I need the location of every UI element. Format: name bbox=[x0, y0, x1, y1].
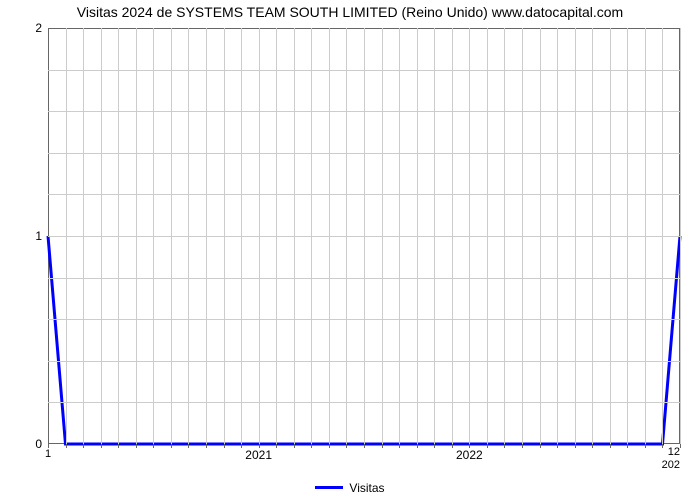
gridline-v-minor bbox=[557, 28, 558, 444]
x-minor-tick bbox=[627, 444, 628, 448]
x-minor-tick bbox=[188, 444, 189, 448]
gridline-v-minor bbox=[592, 28, 593, 444]
gridline-v-minor bbox=[662, 28, 663, 444]
gridline-v-minor bbox=[487, 28, 488, 444]
legend-item-visitas: Visitas bbox=[315, 481, 384, 495]
gridline-v-minor bbox=[540, 28, 541, 444]
chart-container: Visitas 2024 de SYSTEMS TEAM SOUTH LIMIT… bbox=[0, 0, 700, 500]
x-minor-tick bbox=[557, 444, 558, 448]
gridline-v-minor bbox=[469, 28, 470, 444]
gridline-v-minor bbox=[259, 28, 260, 444]
x-minor-tick bbox=[382, 444, 383, 448]
gridline-v-minor bbox=[136, 28, 137, 444]
gridline-v-minor bbox=[66, 28, 67, 444]
x-minor-tick bbox=[259, 444, 260, 448]
x-minor-tick bbox=[83, 444, 84, 448]
x-minor-tick bbox=[645, 444, 646, 448]
x-minor-tick bbox=[311, 444, 312, 448]
gridline-v-minor bbox=[434, 28, 435, 444]
gridline-v-minor bbox=[645, 28, 646, 444]
gridline-v-minor bbox=[118, 28, 119, 444]
gridline-v-minor bbox=[364, 28, 365, 444]
x-minor-tick bbox=[101, 444, 102, 448]
gridline-v-minor bbox=[206, 28, 207, 444]
x-minor-tick bbox=[66, 444, 67, 448]
gridline-v-minor bbox=[680, 28, 681, 444]
gridline-v-minor bbox=[224, 28, 225, 444]
x-minor-tick bbox=[434, 444, 435, 448]
x-minor-tick bbox=[469, 444, 470, 448]
legend: Visitas bbox=[0, 478, 700, 495]
x-minor-tick bbox=[118, 444, 119, 448]
gridline-v-minor bbox=[382, 28, 383, 444]
gridline-v-minor bbox=[329, 28, 330, 444]
legend-label: Visitas bbox=[349, 481, 384, 495]
x-minor-tick bbox=[136, 444, 137, 448]
gridline-v-minor bbox=[101, 28, 102, 444]
gridline-v-minor bbox=[399, 28, 400, 444]
gridline-v-minor bbox=[188, 28, 189, 444]
y-tick-label: 1 bbox=[35, 229, 48, 243]
plot-area: 01220212022112202 bbox=[48, 28, 680, 444]
y-tick-label: 2 bbox=[35, 21, 48, 35]
x-minor-tick bbox=[540, 444, 541, 448]
x-minor-tick bbox=[399, 444, 400, 448]
gridline-v-minor bbox=[504, 28, 505, 444]
gridline-v-minor bbox=[153, 28, 154, 444]
gridline-v-minor bbox=[575, 28, 576, 444]
x-minor-tick bbox=[487, 444, 488, 448]
x-minor-tick bbox=[241, 444, 242, 448]
x-minor-tick bbox=[680, 444, 681, 448]
x-minor-tick bbox=[153, 444, 154, 448]
gridline-v-minor bbox=[294, 28, 295, 444]
x-minor-tick bbox=[592, 444, 593, 448]
gridline-v-minor bbox=[241, 28, 242, 444]
gridline-v-minor bbox=[276, 28, 277, 444]
legend-swatch bbox=[315, 486, 343, 489]
gridline-v-minor bbox=[311, 28, 312, 444]
gridline-v-minor bbox=[452, 28, 453, 444]
x-minor-tick bbox=[522, 444, 523, 448]
x-minor-tick bbox=[171, 444, 172, 448]
x-minor-tick bbox=[452, 444, 453, 448]
x-minor-tick bbox=[504, 444, 505, 448]
x-minor-tick bbox=[224, 444, 225, 448]
gridline-v-minor bbox=[171, 28, 172, 444]
gridline-v-minor bbox=[627, 28, 628, 444]
chart-title: Visitas 2024 de SYSTEMS TEAM SOUTH LIMIT… bbox=[0, 4, 700, 20]
x-minor-tick bbox=[417, 444, 418, 448]
gridline-v-minor bbox=[346, 28, 347, 444]
x-minor-tick bbox=[294, 444, 295, 448]
x-secondary-right-bottom: 202 bbox=[662, 444, 680, 471]
gridline-v-minor bbox=[610, 28, 611, 444]
gridline-v-minor bbox=[83, 28, 84, 444]
x-minor-tick bbox=[610, 444, 611, 448]
x-minor-tick bbox=[329, 444, 330, 448]
x-minor-tick bbox=[206, 444, 207, 448]
x-minor-tick bbox=[575, 444, 576, 448]
x-minor-tick bbox=[346, 444, 347, 448]
x-minor-tick bbox=[276, 444, 277, 448]
gridline-v-minor bbox=[522, 28, 523, 444]
x-minor-tick bbox=[364, 444, 365, 448]
x-secondary-left: 1 bbox=[45, 444, 51, 460]
gridline-v-minor bbox=[417, 28, 418, 444]
